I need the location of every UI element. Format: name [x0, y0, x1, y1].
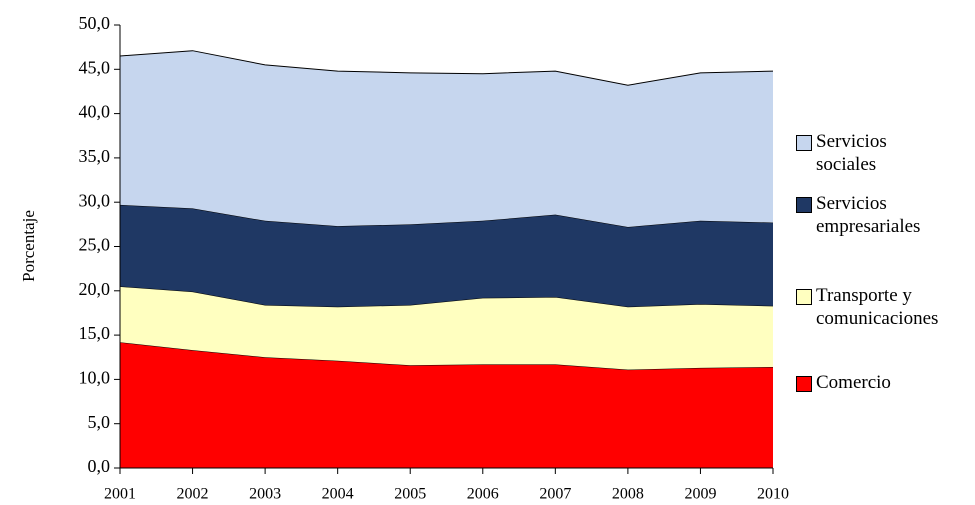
legend-item: Servicios empresariales: [796, 192, 971, 238]
y-tick-label: 50,0: [79, 13, 111, 33]
y-tick-label: 35,0: [79, 146, 111, 166]
legend-item: Transporte y comunicaciones: [796, 284, 971, 330]
x-tick-label: 2005: [394, 486, 426, 503]
y-tick-label: 40,0: [79, 102, 111, 122]
y-tick-label: 45,0: [79, 57, 111, 77]
x-tick-label: 2010: [757, 486, 789, 503]
y-axis-label: Porcentaje: [19, 210, 38, 282]
y-tick-label: 15,0: [79, 323, 111, 343]
y-tick-label: 30,0: [79, 190, 111, 210]
area: [120, 342, 773, 468]
x-tick-label: 2002: [177, 486, 209, 503]
x-tick-label: 2001: [104, 486, 136, 503]
y-tick-label: 5,0: [88, 412, 111, 432]
area: [120, 204, 773, 307]
x-tick-label: 2006: [467, 486, 499, 503]
legend-label: Servicios sociales: [816, 131, 887, 175]
x-tick-label: 2007: [539, 486, 571, 503]
x-tick-label: 2009: [684, 486, 716, 503]
y-tick-label: 10,0: [79, 368, 111, 388]
legend-item: Servicios sociales: [796, 130, 971, 176]
area-edge: [119, 50, 774, 86]
legend-swatch: [796, 376, 812, 392]
y-tick-label: 20,0: [79, 279, 111, 299]
legend-swatch: [796, 197, 812, 213]
x-tick-label: 2008: [612, 486, 644, 503]
legend-label: Comercio: [816, 372, 891, 393]
legend-label: Servicios empresariales: [816, 193, 921, 237]
legend-item: Comercio: [796, 371, 971, 394]
area: [120, 286, 773, 370]
y-tick-label: 25,0: [79, 235, 111, 255]
areas: [119, 50, 774, 468]
legend-swatch: [796, 289, 812, 305]
y-tick-label: 0,0: [88, 456, 111, 476]
x-tick-label: 2004: [322, 486, 354, 503]
x-tick-label: 2003: [249, 486, 281, 503]
legend-swatch: [796, 135, 812, 151]
legend-label: Transporte y comunicaciones: [816, 285, 939, 329]
area: [120, 50, 773, 228]
